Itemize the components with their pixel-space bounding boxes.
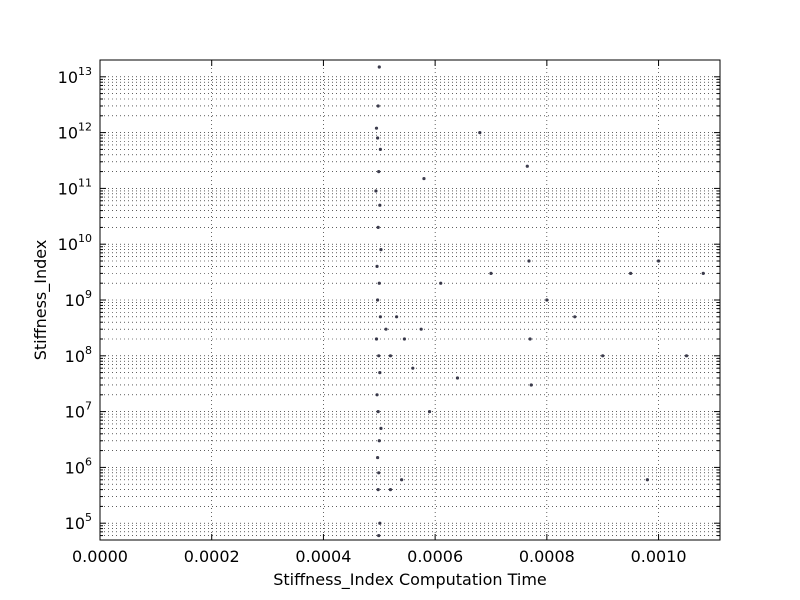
data-point bbox=[400, 478, 404, 482]
data-point bbox=[419, 327, 423, 331]
y-tick-base: 10 bbox=[65, 291, 85, 310]
y-tick-label: 109 bbox=[65, 288, 92, 310]
y-tick-base: 10 bbox=[58, 179, 78, 198]
x-tick-labels: 0.0000 0.0002 0.0004 0.0006 0.0008 0.0010 bbox=[72, 547, 687, 566]
y-tick-label: 1010 bbox=[58, 232, 92, 254]
axis-ticks bbox=[99, 59, 720, 541]
data-point bbox=[478, 130, 482, 135]
y-tick-label: 108 bbox=[65, 344, 92, 366]
data-point bbox=[374, 126, 379, 130]
data-point bbox=[376, 225, 380, 230]
data-point bbox=[528, 337, 532, 341]
data-point bbox=[376, 488, 380, 492]
data-point bbox=[384, 327, 388, 331]
y-tick-label: 107 bbox=[65, 400, 92, 422]
data-point bbox=[379, 248, 383, 252]
data-point bbox=[376, 104, 380, 108]
data-point bbox=[394, 315, 399, 319]
data-point bbox=[374, 337, 379, 341]
data-point bbox=[379, 426, 383, 430]
data-point bbox=[376, 298, 380, 302]
y-tick-label: 105 bbox=[65, 511, 92, 533]
y-tick-base: 10 bbox=[65, 458, 85, 477]
y-tick-exponent: 9 bbox=[85, 288, 92, 301]
data-point bbox=[374, 189, 378, 193]
x-tick-label: 0.0006 bbox=[407, 547, 463, 566]
data-point bbox=[376, 136, 380, 140]
y-tick-label: 1013 bbox=[58, 65, 92, 87]
y-tick-exponent: 10 bbox=[78, 232, 92, 245]
data-point bbox=[422, 176, 426, 181]
data-point bbox=[455, 376, 460, 380]
data-point bbox=[701, 271, 705, 275]
data-point bbox=[527, 259, 531, 263]
x-tick-label: 0.0010 bbox=[631, 547, 687, 566]
y-tick-exponent: 7 bbox=[85, 400, 92, 413]
data-point bbox=[573, 315, 577, 319]
x-tick-label: 0.0002 bbox=[184, 547, 240, 566]
data-point bbox=[376, 455, 380, 460]
x-tick-label: 0.0008 bbox=[519, 547, 575, 566]
data-point bbox=[377, 65, 381, 69]
data-point bbox=[375, 393, 379, 397]
data-point bbox=[376, 410, 380, 414]
x-tick-label: 0.0004 bbox=[295, 547, 351, 566]
data-point bbox=[545, 298, 549, 302]
data-point bbox=[529, 383, 533, 387]
y-tick-exponent: 8 bbox=[85, 344, 92, 357]
y-tick-label: 1012 bbox=[58, 121, 92, 143]
data-point bbox=[489, 271, 493, 275]
data-point bbox=[377, 170, 381, 174]
data-point bbox=[375, 264, 379, 269]
data-point bbox=[377, 439, 381, 443]
y-tick-label: 106 bbox=[65, 455, 92, 477]
y-tick-exponent: 12 bbox=[78, 121, 92, 134]
data-point bbox=[684, 354, 689, 358]
data-point bbox=[525, 164, 529, 168]
data-point bbox=[629, 271, 633, 275]
y-tick-exponent: 11 bbox=[78, 176, 92, 189]
data-point bbox=[378, 521, 382, 525]
y-tick-label: 1011 bbox=[58, 176, 92, 198]
y-tick-base: 10 bbox=[65, 403, 85, 422]
y-tick-base: 10 bbox=[65, 347, 85, 366]
data-point bbox=[439, 281, 443, 285]
x-tick-label: 0.0000 bbox=[72, 547, 128, 566]
data-point bbox=[388, 354, 393, 358]
data-point bbox=[377, 471, 381, 475]
y-tick-exponent: 6 bbox=[85, 455, 92, 468]
data-point bbox=[377, 533, 381, 538]
data-point bbox=[377, 281, 381, 285]
y-tick-base: 10 bbox=[58, 124, 78, 143]
y-tick-base: 10 bbox=[58, 68, 78, 87]
data-point bbox=[601, 354, 605, 358]
data-point bbox=[388, 488, 393, 492]
data-point bbox=[377, 354, 381, 358]
data-point bbox=[378, 203, 382, 207]
y-tick-base: 10 bbox=[65, 514, 85, 533]
data-point bbox=[411, 366, 415, 370]
data-point bbox=[402, 337, 407, 341]
data-point bbox=[378, 315, 382, 319]
grid-lines bbox=[99, 59, 720, 541]
y-tick-exponent: 5 bbox=[85, 511, 92, 524]
data-point bbox=[656, 259, 661, 263]
y-axis-label: Stiffness_Index bbox=[31, 240, 51, 361]
data-point bbox=[378, 147, 382, 151]
data-point bbox=[645, 478, 649, 482]
data-point bbox=[378, 370, 382, 375]
data-points bbox=[374, 65, 705, 538]
x-axis-label: Stiffness_Index Computation Time bbox=[273, 570, 547, 590]
data-point bbox=[427, 410, 432, 414]
y-tick-base: 10 bbox=[58, 235, 78, 254]
y-tick-exponent: 13 bbox=[78, 65, 92, 78]
